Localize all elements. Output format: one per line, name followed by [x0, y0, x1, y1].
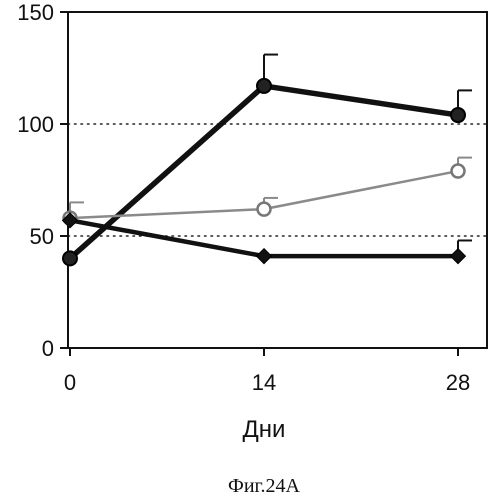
x-tick-label: 28 — [446, 370, 470, 395]
series-2 — [64, 158, 473, 225]
data-point — [452, 165, 465, 178]
y-tick-label: 50 — [30, 224, 54, 249]
plot-frame — [68, 12, 487, 348]
x-tick-label: 14 — [252, 370, 276, 395]
x-axis-title: Дни — [243, 416, 286, 443]
data-point — [451, 249, 466, 264]
y-tick-label: 0 — [42, 336, 54, 361]
y-axis-ticks: 0 50 100 150 — [17, 0, 68, 361]
series-3 — [63, 213, 473, 264]
reference-lines — [68, 124, 487, 236]
data-point — [451, 108, 465, 122]
x-axis-ticks: 0 14 28 — [64, 348, 470, 395]
y-tick-label: 100 — [17, 112, 54, 137]
axes — [68, 12, 487, 348]
series-1 — [63, 55, 472, 266]
data-point — [258, 203, 271, 216]
y-tick-label: 150 — [17, 0, 54, 25]
figure-caption: Фиг.24А — [228, 475, 300, 497]
series-layer — [63, 55, 473, 266]
x-tick-label: 0 — [64, 370, 76, 395]
data-point — [257, 79, 271, 93]
data-point — [257, 249, 272, 264]
data-point — [63, 251, 77, 265]
